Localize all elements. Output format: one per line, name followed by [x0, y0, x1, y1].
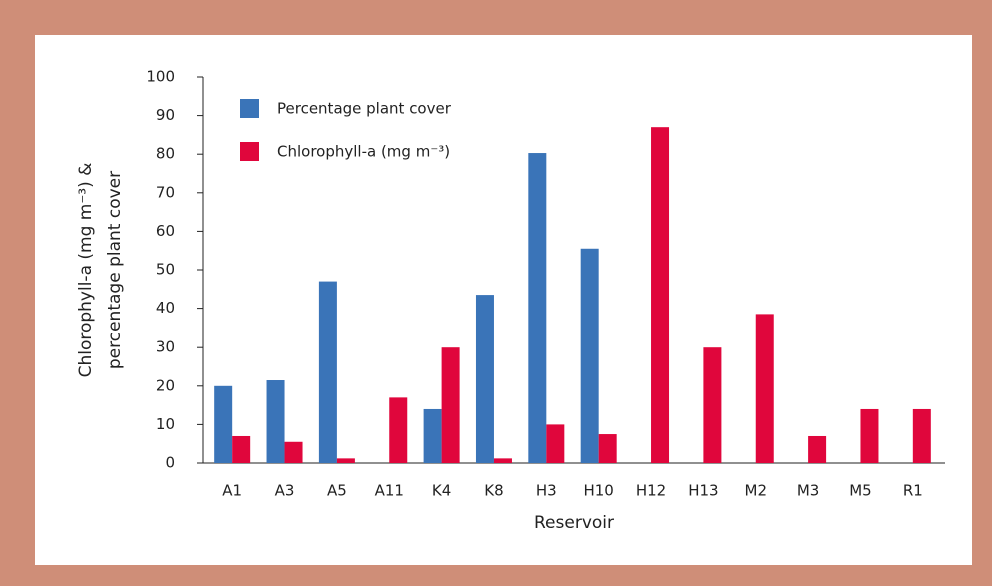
bar [318, 281, 337, 463]
x-tick-label: R1 [903, 482, 923, 500]
x-tick-label: H10 [583, 482, 613, 500]
y-axis-label: Chlorophyll-a (mg m⁻³) & [76, 163, 96, 378]
bar [528, 153, 547, 464]
bar [284, 441, 303, 463]
y-axis-label: percentage plant cover [105, 171, 125, 369]
bar [546, 424, 565, 463]
bar [214, 385, 233, 463]
bar [266, 380, 285, 463]
x-tick-label: M5 [849, 482, 872, 500]
y-tick-label: 50 [156, 261, 175, 279]
y-tick-label: 80 [156, 145, 175, 163]
y-tick-label: 60 [156, 222, 175, 240]
x-tick-label: A3 [275, 482, 295, 500]
x-tick-label: M3 [797, 482, 820, 500]
bar [493, 458, 512, 463]
bar [336, 458, 355, 463]
legend-label: Chlorophyll-a (mg m⁻³) [277, 143, 450, 161]
bar [860, 408, 879, 463]
legend-label: Percentage plant cover [277, 100, 452, 118]
y-tick-label: 100 [146, 68, 175, 86]
panel [35, 35, 972, 565]
y-tick-label: 10 [156, 415, 175, 433]
y-tick-label: 90 [156, 106, 175, 124]
bar [441, 347, 460, 463]
x-tick-label: K8 [484, 482, 503, 500]
y-tick-label: 0 [165, 454, 175, 472]
bar [580, 248, 599, 463]
x-tick-label: H12 [636, 482, 666, 500]
x-tick-label: A5 [327, 482, 347, 500]
bar [423, 408, 442, 463]
y-tick-label: 20 [156, 376, 175, 394]
bar [651, 127, 670, 464]
bar [703, 347, 722, 463]
y-tick-label: 40 [156, 299, 175, 317]
y-tick-label: 70 [156, 183, 175, 201]
bar [389, 397, 408, 463]
x-tick-label: A11 [375, 482, 404, 500]
bar [912, 408, 931, 463]
bar [232, 435, 251, 463]
x-tick-label: H3 [536, 482, 557, 500]
x-axis-label: Reservoir [534, 513, 614, 533]
legend-swatch [240, 99, 259, 118]
x-tick-label: A1 [222, 482, 242, 500]
y-tick-label: 30 [156, 338, 175, 356]
x-tick-label: K4 [432, 482, 451, 500]
bar [475, 295, 494, 463]
x-tick-label: H13 [688, 482, 718, 500]
x-tick-label: M2 [745, 482, 768, 500]
bar [755, 314, 774, 463]
bar [808, 435, 827, 463]
legend-swatch [240, 142, 259, 161]
bar [598, 434, 617, 463]
